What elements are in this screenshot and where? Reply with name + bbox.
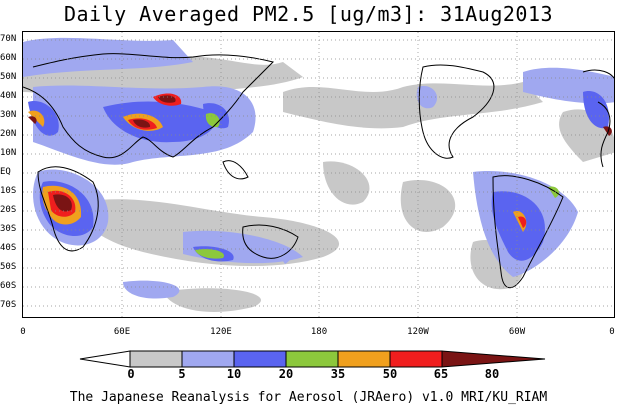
- lat-label-50s: 50S: [0, 262, 17, 272]
- lat-label-40n: 40N: [0, 91, 17, 101]
- lat-label-70n: 70N: [0, 34, 17, 44]
- map-gridlines: [23, 32, 614, 317]
- colorbar-segment-35-50: [285, 350, 339, 368]
- lat-label-10n: 10N: [0, 148, 17, 158]
- lon-label-60e: 60E: [113, 327, 131, 337]
- lat-label-10s: 10S: [0, 186, 17, 196]
- lon-label-0: 0: [20, 327, 26, 337]
- lat-label-20s: 20S: [0, 205, 17, 215]
- colorbar-label-10: 10: [226, 367, 242, 381]
- colorbar-label-50: 50: [382, 367, 398, 381]
- colorbar-label-0: 0: [127, 367, 135, 381]
- lon-label-0-east: 0: [609, 327, 615, 337]
- pm25-map: [22, 31, 615, 318]
- colorbar-label-20: 20: [278, 367, 294, 381]
- colorbar-label-80: 80: [484, 367, 500, 381]
- colorbar-label-35: 35: [330, 367, 346, 381]
- lat-label-40s: 40S: [0, 243, 17, 253]
- colorbar-label-5: 5: [178, 367, 186, 381]
- colorbar-segment-5-10: [129, 350, 183, 368]
- lat-label-30n: 30N: [0, 110, 17, 120]
- colorbar-segment-0-5: [79, 350, 131, 368]
- pm25-80-plus-regions: [28, 95, 612, 212]
- lon-label-120w: 120W: [407, 327, 429, 337]
- map-title: Daily Averaged PM2.5 [ug/m3]: 31Aug2013: [63, 2, 554, 26]
- lat-label-eq: EQ: [0, 167, 11, 177]
- lat-label-60s: 60S: [0, 281, 17, 291]
- lat-label-50n: 50N: [0, 72, 17, 82]
- lat-label-70s: 70S: [0, 300, 17, 310]
- lon-label-180: 180: [310, 327, 328, 337]
- colorbar: [79, 350, 546, 368]
- colorbar-segment-50-65: [337, 350, 391, 368]
- colorbar-segment-10-20: [181, 350, 235, 368]
- lon-label-120e: 120E: [210, 327, 232, 337]
- colorbar-label-65: 65: [433, 367, 449, 381]
- lat-label-20n: 20N: [0, 129, 17, 139]
- lon-label-60w: 60W: [508, 327, 526, 337]
- map-canvas: [23, 32, 614, 317]
- credit-line: The Japanese Reanalysis for Aerosol (JRA…: [69, 390, 548, 405]
- colorbar-segment-65-80: [389, 350, 443, 368]
- lat-label-30s: 30S: [0, 224, 17, 234]
- lat-label-60n: 60N: [0, 53, 17, 63]
- colorbar-segment-20-35: [233, 350, 287, 368]
- colorbar-segment-80-plus: [441, 350, 546, 368]
